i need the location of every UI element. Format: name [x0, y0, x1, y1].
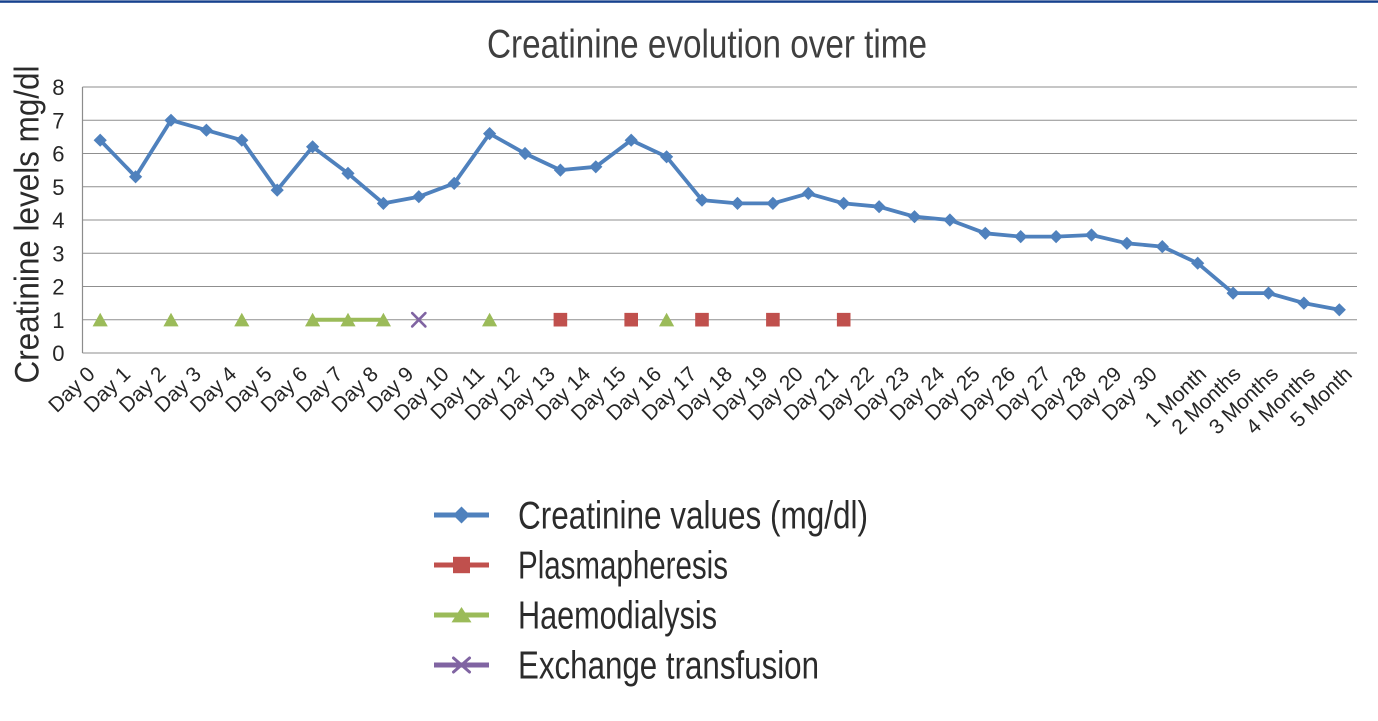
svg-text:4: 4 [52, 208, 64, 233]
svg-text:7: 7 [52, 108, 64, 133]
svg-text:3: 3 [52, 241, 64, 266]
svg-text:0: 0 [52, 341, 64, 366]
svg-text:Creatinine levels mg/dl: Creatinine levels mg/dl [9, 66, 47, 384]
svg-text:2: 2 [52, 275, 64, 300]
svg-text:8: 8 [52, 75, 64, 100]
svg-text:1: 1 [52, 308, 64, 333]
svg-text:6: 6 [52, 142, 64, 167]
svg-text:5: 5 [52, 175, 64, 200]
svg-text:Creatinine evolution over time: Creatinine evolution over time [487, 23, 927, 67]
svg-text:Creatinine values (mg/dl): Creatinine values (mg/dl) [518, 495, 868, 538]
svg-text:Plasmapheresis: Plasmapheresis [518, 545, 728, 588]
svg-text:Haemodialysis: Haemodialysis [518, 595, 717, 638]
svg-text:Exchange transfusion: Exchange transfusion [518, 645, 819, 688]
